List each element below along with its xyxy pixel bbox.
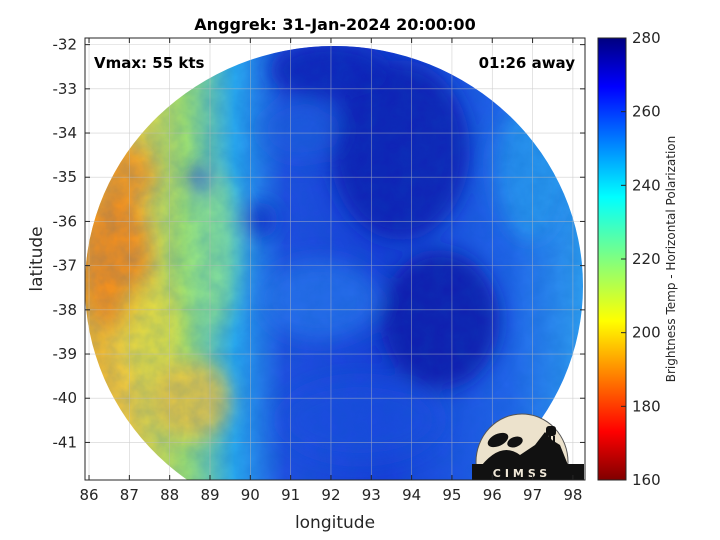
y-tick-label: -39 bbox=[53, 345, 78, 363]
colorbar-tick-label: 180 bbox=[632, 397, 661, 415]
colorbar-tick-label: 220 bbox=[632, 250, 661, 268]
cimss-logo: CIMSS bbox=[472, 413, 584, 480]
y-tick-label: -33 bbox=[53, 80, 78, 98]
x-tick-label: 89 bbox=[200, 486, 219, 504]
colorbar-tick-label: 260 bbox=[632, 103, 661, 121]
x-tick-label: 98 bbox=[563, 486, 582, 504]
colorbar-tick-label: 200 bbox=[632, 324, 661, 342]
y-axis-label: latitude bbox=[27, 226, 47, 291]
x-tick-label: 93 bbox=[362, 486, 381, 504]
figure-title: Anggrek: 31-Jan-2024 20:00:00 bbox=[194, 15, 475, 34]
y-tick-label: -40 bbox=[53, 389, 78, 407]
y-axis: -32 -33 -34 -35 -36 -37 -38 -39 -40 -41 bbox=[53, 36, 585, 451]
y-tick-label: -32 bbox=[53, 36, 78, 54]
x-tick-label: 95 bbox=[442, 486, 461, 504]
grid-lines bbox=[85, 38, 585, 480]
x-tick-label: 92 bbox=[321, 486, 340, 504]
x-axis: 86 87 88 89 90 91 92 93 94 95 96 97 98 bbox=[79, 38, 582, 504]
x-tick-label: 90 bbox=[241, 486, 260, 504]
y-tick-label: -37 bbox=[53, 257, 78, 275]
x-tick-label: 96 bbox=[483, 486, 502, 504]
colorbar-tick-label: 240 bbox=[632, 176, 661, 194]
x-tick-label: 88 bbox=[160, 486, 179, 504]
plot-frame bbox=[84, 37, 586, 481]
x-tick-label: 91 bbox=[281, 486, 300, 504]
x-axis-label: longitude bbox=[295, 513, 375, 533]
y-tick-label: -41 bbox=[53, 433, 78, 451]
colorbar-tick-label: 280 bbox=[632, 29, 661, 47]
y-tick-label: -36 bbox=[53, 212, 78, 230]
vmax-label: Vmax: 55 kts bbox=[94, 54, 204, 72]
colorbar-label: Brightness Temp - Horizontal Polarizatio… bbox=[664, 136, 678, 383]
x-tick-label: 87 bbox=[120, 486, 139, 504]
x-tick-label: 86 bbox=[79, 486, 98, 504]
x-tick-label: 97 bbox=[523, 486, 542, 504]
cimss-logo-text: CIMSS bbox=[493, 467, 551, 480]
brightness-swath bbox=[85, 46, 583, 480]
y-tick-label: -38 bbox=[53, 301, 78, 319]
colorbar-tick-label: 160 bbox=[632, 471, 661, 489]
x-tick-label: 94 bbox=[402, 486, 421, 504]
y-tick-label: -35 bbox=[53, 168, 78, 186]
y-tick-label: -34 bbox=[53, 124, 78, 142]
colorbar-ticks: 280 260 240 220 200 180 160 bbox=[621, 29, 661, 489]
away-label: 01:26 away bbox=[479, 54, 576, 72]
